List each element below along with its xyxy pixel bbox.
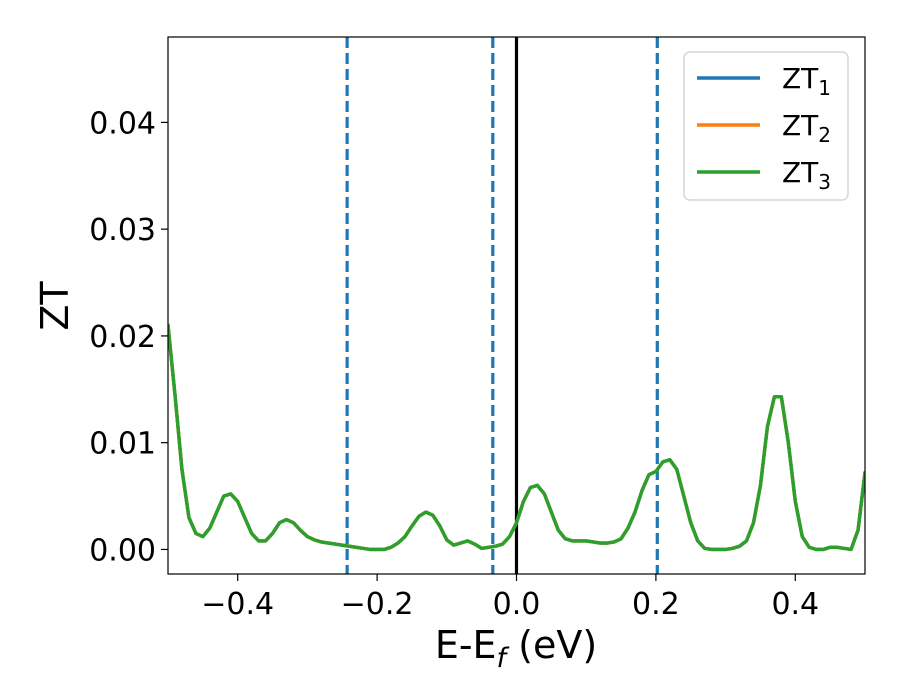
legend-label-zt2: ZT2 [782,109,831,147]
y-tick-label: 0.02 [89,320,156,355]
y-tick-label: 0.04 [89,106,156,141]
x-axis-label: E-Ef (eV) [435,623,597,674]
y-axis: 0.00 0.01 0.02 0.03 0.04 [89,106,168,568]
x-tick-label: −0.4 [201,587,274,622]
y-tick-label: 0.00 [89,533,156,568]
legend-label-zt3: ZT3 [782,156,831,194]
series-line-zt3 [168,323,865,552]
x-tick-label: 0.2 [632,587,680,622]
x-tick-label: 0.0 [493,587,541,622]
x-tick-label: 0.4 [771,587,819,622]
x-axis: −0.4 −0.2 0.0 0.2 0.4 [201,574,819,622]
legend-box [683,51,849,201]
legend-label-zt1: ZT1 [782,62,831,100]
y-tick-label: 0.01 [89,427,156,462]
x-tick-label: −0.2 [341,587,414,622]
plot-area [168,37,865,574]
y-tick-label: 0.03 [89,213,156,248]
y-axis-label: ZT [33,281,77,331]
legend: ZT1 ZT2 ZT3 [683,51,849,201]
